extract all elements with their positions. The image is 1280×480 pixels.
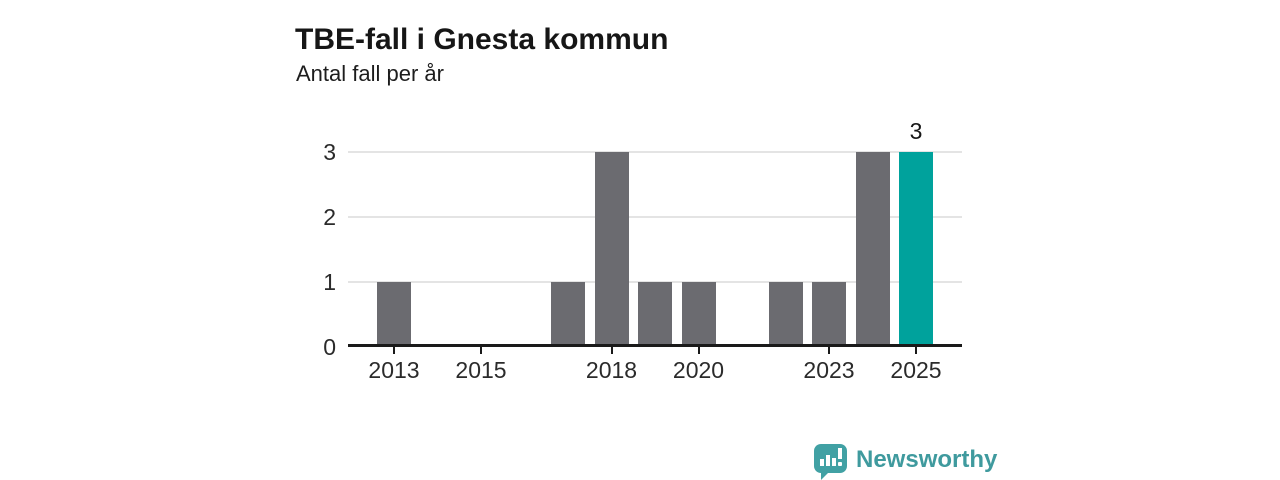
x-tick-label-2015: 2015	[455, 357, 507, 383]
chart-title: TBE-fall i Gnesta kommun	[295, 23, 669, 57]
x-tick-label-2020: 2020	[672, 357, 725, 383]
bar-2022	[768, 282, 803, 344]
x-tick-label-2023: 2023	[803, 357, 855, 383]
newsworthy-wordmark: Newsworthy	[856, 446, 998, 473]
y-tick-label: 0	[323, 334, 336, 360]
x-tick-label-2025: 2025	[890, 357, 942, 383]
speech-bubble-tail-icon	[821, 471, 830, 480]
newsworthy-speech-bubble-chart-icon	[814, 444, 847, 473]
bar-2025	[899, 152, 933, 344]
x-tick-2013	[393, 347, 395, 354]
chart-subtitle: Antal fall per år	[296, 61, 444, 86]
bar-2023	[812, 282, 846, 344]
logo-bar-icon	[832, 458, 836, 466]
logo-bar-icon	[826, 455, 830, 466]
x-tick-2023	[828, 347, 830, 354]
logo-exclamation-dot-icon	[838, 462, 842, 466]
bar-2017	[551, 282, 585, 344]
logo-bar-icon	[820, 459, 824, 466]
y-tick-label: 1	[323, 269, 336, 295]
logo-exclamation-icon	[838, 448, 842, 459]
x-tick-label-2013: 2013	[368, 357, 420, 383]
bar-2024	[855, 152, 890, 344]
gridline-y-2	[348, 216, 962, 218]
gridline-y-3	[348, 151, 962, 153]
x-tick-2015	[480, 347, 482, 354]
x-tick-label-2018: 2018	[585, 357, 638, 383]
x-tick-2018	[610, 347, 613, 354]
x-axis-line	[348, 344, 962, 347]
bar-2018	[594, 152, 629, 344]
bar-2020	[681, 282, 716, 344]
bar-2019	[638, 282, 672, 344]
y-tick-label: 3	[323, 139, 336, 165]
x-tick-2025	[915, 347, 917, 354]
y-tick-label: 2	[323, 204, 336, 230]
x-tick-2020	[697, 347, 700, 354]
highlight-data-label: 3	[909, 118, 923, 144]
bar-2013	[377, 282, 411, 344]
